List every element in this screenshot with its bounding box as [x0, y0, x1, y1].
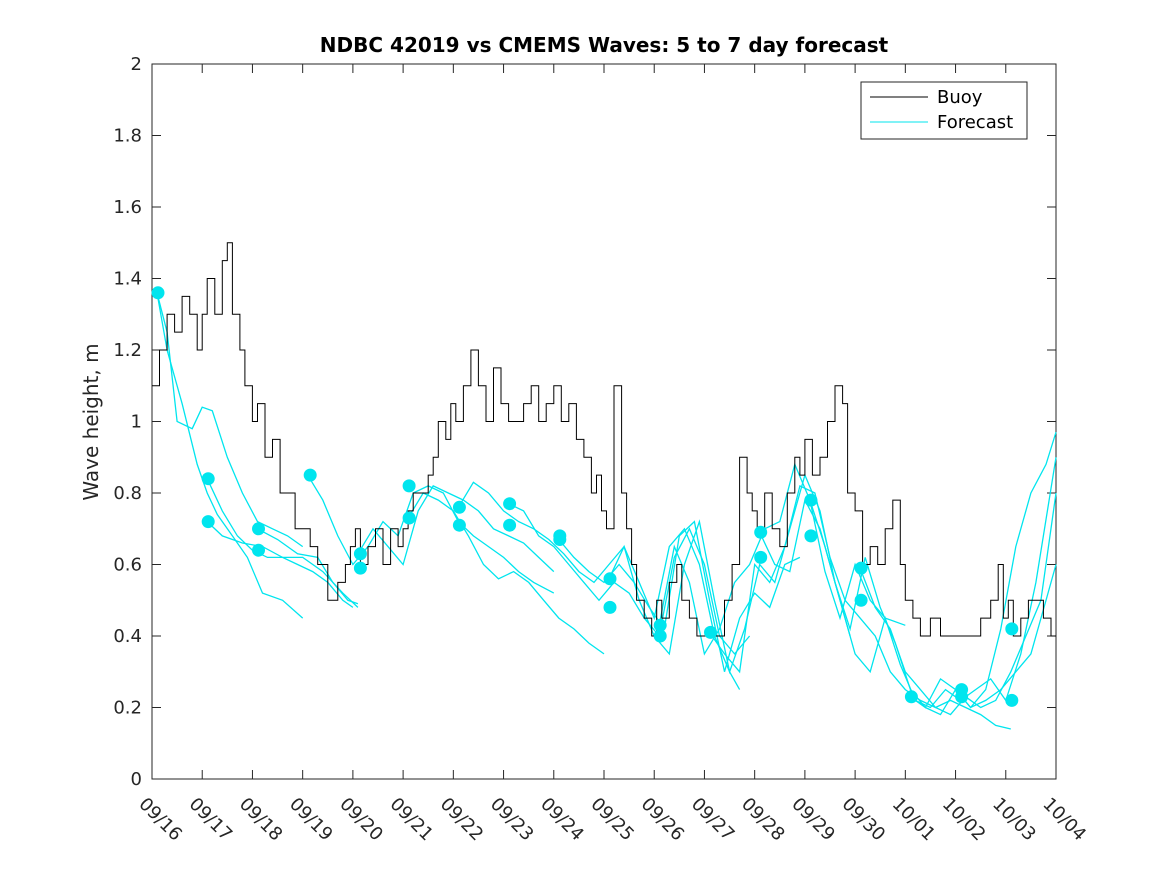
forecast-marker: [754, 550, 768, 564]
forecast-marker: [804, 529, 818, 543]
y-tick-label: 0.8: [113, 483, 142, 504]
chart-title: NDBC 42019 vs CMEMS Waves: 5 to 7 day fo…: [320, 33, 889, 57]
series-layer: [152, 242, 1057, 730]
forecast-marker: [854, 561, 868, 575]
forecast-marker: [151, 286, 165, 300]
y-tick-label: 1.2: [113, 340, 142, 361]
forecast-line-9: [508, 503, 751, 655]
forecast-marker: [553, 533, 567, 546]
forecast-marker: [653, 629, 667, 643]
forecast-marker: [402, 511, 416, 525]
forecast-marker: [603, 600, 617, 614]
forecast-line-1: [156, 292, 304, 619]
y-tick-label: 0.2: [113, 698, 142, 719]
forecast-marker: [353, 561, 367, 575]
forecast-marker: [503, 497, 517, 511]
legend-buoy-label: Buoy: [937, 87, 983, 108]
forecast-marker: [854, 593, 868, 607]
forecast-line-17: [910, 564, 1057, 716]
forecast-line-11: [608, 473, 851, 675]
forecast-line-7: [407, 492, 605, 655]
forecast-marker: [201, 515, 215, 529]
forecast-marker: [452, 518, 466, 532]
y-tick-label: 1.6: [113, 197, 142, 218]
forecast-marker: [503, 518, 517, 532]
forecast-marker: [804, 493, 818, 507]
forecast-marker: [754, 525, 768, 539]
forecast-marker: [1005, 622, 1019, 636]
y-tick-label: 1: [131, 412, 142, 433]
forecast-line-10: [558, 520, 801, 672]
marker-layer: [151, 286, 1019, 707]
plot-area: [151, 63, 1057, 780]
y-tick-label: 0.4: [113, 626, 142, 647]
legend: Buoy Forecast: [860, 81, 1028, 140]
forecast-marker: [252, 543, 265, 557]
axes-box: [151, 63, 1057, 780]
forecast-line-0: [156, 292, 304, 548]
buoy-line: [152, 242, 1056, 637]
forecast-marker: [955, 690, 969, 704]
forecast-marker: [653, 618, 667, 632]
forecast-line-12: [658, 462, 906, 656]
forecast-line-13: [708, 484, 1011, 730]
forecast-line-15: [809, 457, 1057, 709]
legend-forecast-label: Forecast: [937, 112, 1013, 133]
forecast-marker: [452, 500, 466, 514]
forecast-marker: [252, 522, 265, 536]
y-axis: 0 0.2 0.4 0.6 0.8 1 1.2 1.4 1.6 1.8 2: [113, 54, 1056, 790]
y-tick-label: 0: [131, 769, 142, 790]
y-tick-label: 1.8: [113, 126, 142, 147]
forecast-marker: [1005, 693, 1019, 707]
forecast-marker: [904, 690, 918, 704]
legend-box: [860, 81, 1028, 140]
forecast-marker: [704, 625, 717, 639]
forecast-marker: [402, 479, 416, 493]
forecast-marker: [603, 572, 617, 586]
y-tick-label: 2: [131, 54, 142, 75]
y-tick-label: 1.4: [113, 269, 142, 290]
forecast-line-16: [859, 492, 1057, 716]
forecast-marker: [201, 472, 215, 486]
forecast-marker: [353, 547, 367, 561]
y-axis-label: Wave height, m: [79, 343, 103, 500]
forecast-marker: [303, 468, 317, 482]
y-tick-label: 0.6: [113, 555, 142, 576]
forecast-line-8: [457, 481, 741, 690]
